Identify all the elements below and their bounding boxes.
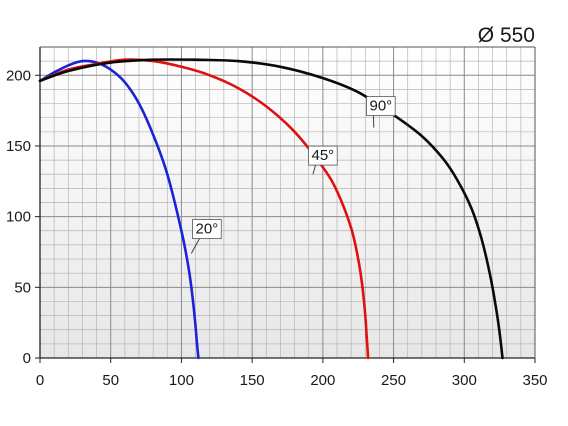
chart-title: Ø 550 bbox=[478, 24, 535, 47]
annotation-label: 90° bbox=[369, 98, 392, 115]
x-tick-label: 50 bbox=[102, 372, 119, 389]
x-tick-label: 150 bbox=[240, 372, 265, 389]
x-tick-label: 200 bbox=[310, 372, 335, 389]
annotation-box bbox=[192, 219, 222, 240]
series-annotation: 20° bbox=[190, 219, 222, 254]
annotation-leader bbox=[190, 238, 200, 254]
y-tick-label: 0 bbox=[23, 350, 31, 367]
y-tick-label: 100 bbox=[6, 209, 31, 226]
x-tick-labels: 0 50 100 150 200 250 300 350 bbox=[36, 358, 548, 389]
annotation-label: 45° bbox=[312, 147, 335, 164]
annotation-box bbox=[366, 96, 396, 117]
y-tick-labels: 0 50 100 150 200 bbox=[6, 67, 40, 367]
y-tick-label: 150 bbox=[6, 138, 31, 155]
x-tick-label: 350 bbox=[522, 372, 547, 389]
y-tick-label: 200 bbox=[6, 67, 31, 84]
y-tick-label: 50 bbox=[14, 279, 31, 296]
series-line bbox=[38, 59, 200, 360]
series-annotation: 90° bbox=[366, 96, 396, 128]
annotation-label: 20° bbox=[196, 221, 219, 238]
x-tick-label: 250 bbox=[381, 372, 406, 389]
grid-minor bbox=[40, 46, 535, 358]
annotation-box bbox=[308, 145, 338, 166]
axes bbox=[39, 46, 536, 359]
annotation-leader bbox=[312, 164, 316, 175]
x-tick-label: 0 bbox=[36, 372, 44, 389]
series-line bbox=[38, 58, 370, 360]
series-annotations: 20° 45° 90° bbox=[190, 96, 396, 254]
series-annotation: 45° bbox=[308, 145, 338, 175]
x-tick-label: 300 bbox=[452, 372, 477, 389]
x-tick-label: 100 bbox=[169, 372, 194, 389]
